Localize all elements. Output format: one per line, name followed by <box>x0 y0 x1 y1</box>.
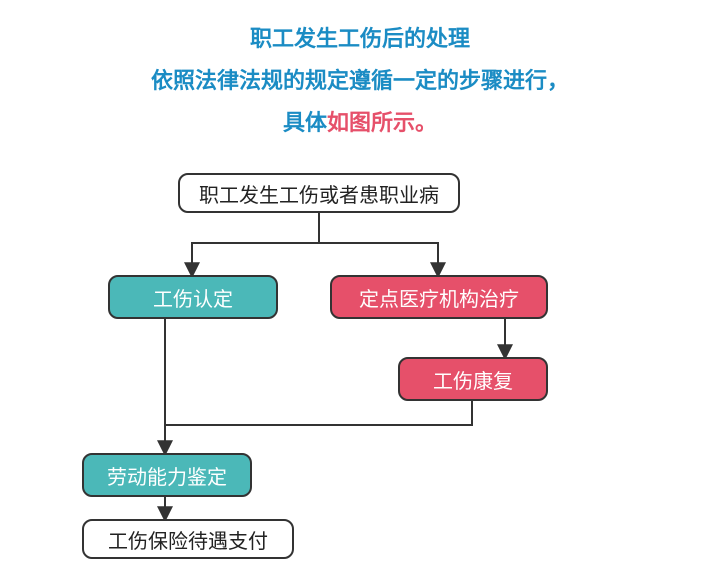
edge-recover-assess <box>165 401 472 425</box>
node-treat: 定点医疗机构治疗 <box>330 275 548 319</box>
edge-start-treat <box>319 243 438 275</box>
header: 职工发生工伤后的处理 依照法律法规的规定遵循一定的步骤进行， 具体如图所示。 <box>0 0 720 143</box>
node-start: 职工发生工伤或者患职业病 <box>178 173 460 213</box>
flowchart: 职工发生工伤或者患职业病工伤认定 定点医疗机构治疗工伤康复劳动能力鉴定工伤保险待遇… <box>0 165 720 579</box>
header-line-3-prefix: 具体 <box>283 110 327 135</box>
node-payout: 工伤保险待遇支付 <box>82 519 294 559</box>
header-line-3: 具体如图所示。 <box>0 102 720 144</box>
node-identify: 工伤认定 <box>108 275 278 319</box>
flowchart-connectors <box>0 165 720 579</box>
node-recover: 工伤康复 <box>398 357 548 401</box>
header-line-3-highlight: 如图所示。 <box>327 110 437 135</box>
header-line-1: 职工发生工伤后的处理 <box>0 18 720 60</box>
node-assess: 劳动能力鉴定 <box>82 453 252 497</box>
header-line-2: 依照法律法规的规定遵循一定的步骤进行， <box>0 60 720 102</box>
edge-start-identify <box>192 213 319 275</box>
